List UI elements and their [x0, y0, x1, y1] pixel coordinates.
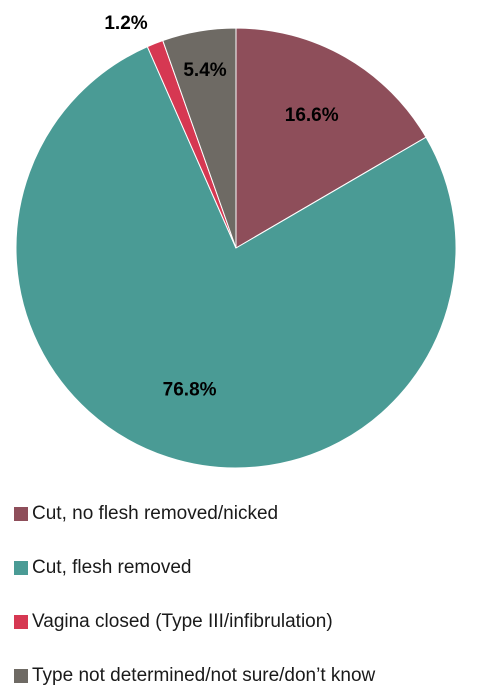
data-label-type-not-determined-not-sure-don-t-know: 5.4% — [183, 60, 226, 81]
data-label-vagina-closed-type-iii-infibrulation: 1.2% — [104, 13, 147, 34]
data-label-cut-flesh-removed: 76.8% — [163, 380, 217, 401]
legend-label-type-not-determined-not-sure-don-t-know: Type not determined/not sure/don’t know — [32, 665, 376, 686]
pie-slice-type-not-determined-not-sure-don-t-know — [162, 27, 237, 249]
legend-swatch-type-not-determined-not-sure-don-t-know — [14, 669, 28, 683]
legend: Cut, no flesh removed/nicked Cut, flesh r… — [14, 503, 376, 686]
legend-swatch-vagina-closed-type-iii-infibrulation — [14, 615, 28, 629]
legend-label-cut-no-flesh-removed-nicked: Cut, no flesh removed/nicked — [32, 503, 278, 524]
data-labels: 16.6% 76.8% 1.2% 5.4% — [104, 13, 338, 401]
pie-slice-cut-no-flesh-removed-nicked — [235, 27, 427, 249]
pie-slice-cut-flesh-removed — [15, 45, 457, 469]
legend-swatch-cut-flesh-removed — [14, 561, 28, 575]
legend-label-vagina-closed-type-iii-infibrulation: Vagina closed (Type III/infibrulation) — [32, 611, 333, 632]
legend-swatch-cut-no-flesh-removed-nicked — [14, 507, 28, 521]
pie-slices — [15, 27, 457, 469]
legend-label-cut-flesh-removed: Cut, flesh removed — [32, 557, 191, 578]
data-label-cut-no-flesh-removed-nicked: 16.6% — [285, 105, 339, 126]
